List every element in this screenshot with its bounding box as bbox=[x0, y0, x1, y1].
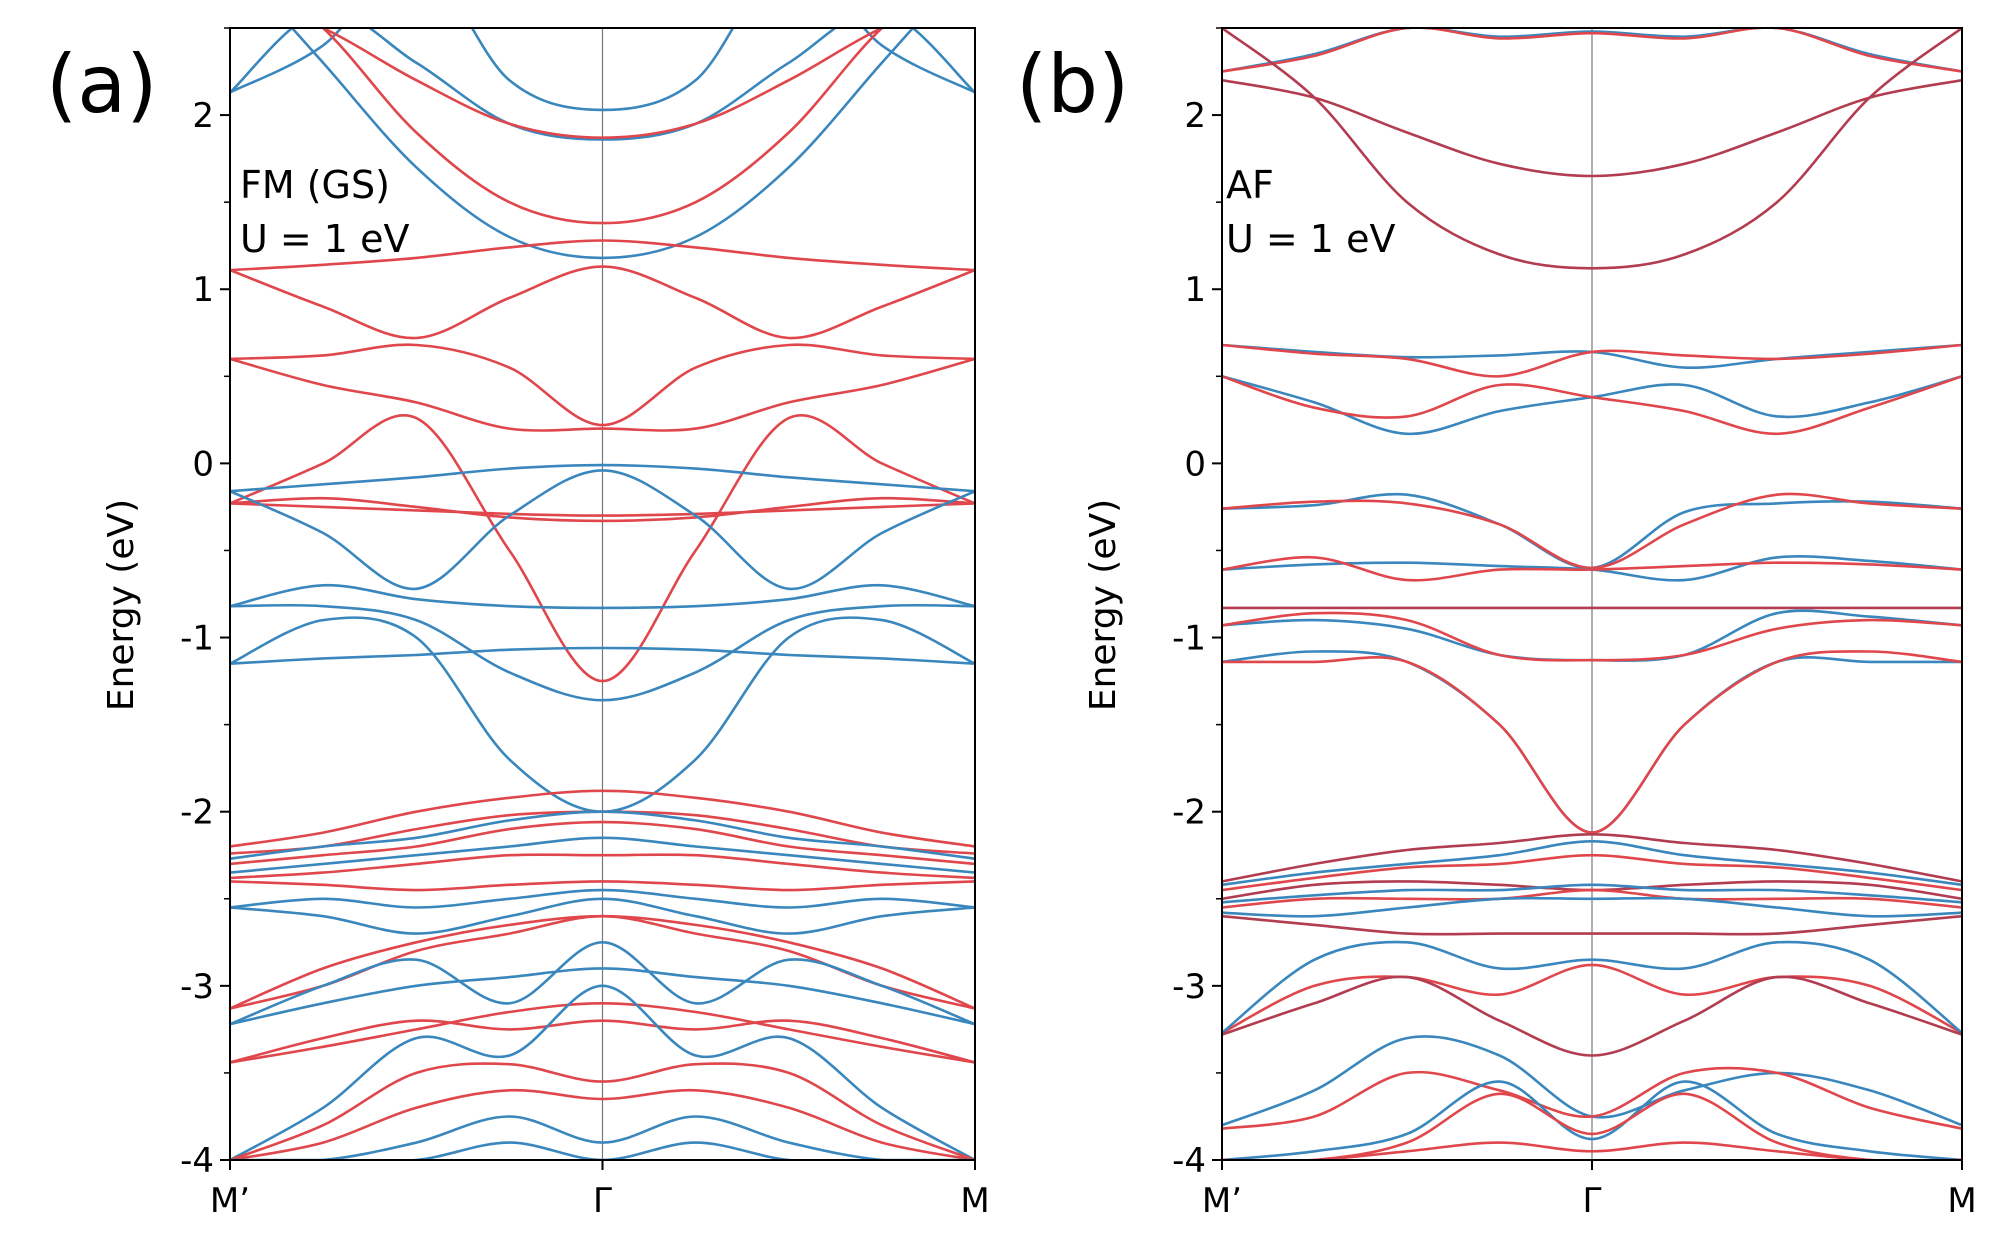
band-a-9 bbox=[230, 414, 975, 683]
x-tick-label-b: Γ bbox=[1583, 1181, 1602, 1221]
band-b-27 bbox=[1222, 975, 1962, 1057]
band-b-16 bbox=[1222, 650, 1962, 834]
band-a-35 bbox=[230, 1088, 975, 1160]
y-tick-label-b: 2 bbox=[1184, 96, 1206, 136]
band-a-1 bbox=[230, 28, 975, 141]
band-a-11 bbox=[230, 496, 975, 523]
band-a-34 bbox=[230, 1062, 975, 1160]
band-b-25 bbox=[1222, 963, 1962, 1035]
band-a-13 bbox=[230, 469, 975, 591]
x-tick-label-b: M bbox=[1947, 1181, 1976, 1221]
band-a-15 bbox=[230, 603, 975, 702]
panel-b-annotation-line1: AF bbox=[1226, 163, 1274, 207]
band-b-1 bbox=[1222, 28, 1962, 73]
band-b-30 bbox=[1222, 1080, 1962, 1160]
panel-a-annotation-line1: FM (GS) bbox=[240, 163, 390, 207]
band-a-33 bbox=[230, 984, 975, 1160]
y-tick-label-b: 0 bbox=[1184, 444, 1206, 484]
band-b-11 bbox=[1222, 555, 1962, 582]
band-b-5 bbox=[1222, 343, 1962, 378]
band-a-30 bbox=[230, 967, 975, 1026]
y-tick-label-a: 0 bbox=[192, 444, 214, 484]
panel-b: (b) Energy (eV) 2 1 0 -1 -2 -3 -4M’ Γ M AF U = 1… bbox=[1016, 27, 1977, 1221]
panel-b-label: (b) bbox=[1016, 38, 1129, 131]
band-a-0 bbox=[230, 28, 975, 112]
x-tick-label-a: Γ bbox=[593, 1181, 612, 1221]
y-tick-label-a: 2 bbox=[192, 96, 214, 136]
panel-b-annotation-line2: U = 1 eV bbox=[1226, 217, 1395, 261]
band-b-17 bbox=[1222, 833, 1962, 883]
y-tick-label-a: -3 bbox=[180, 967, 214, 1007]
band-b-22 bbox=[1222, 888, 1962, 909]
band-b-29 bbox=[1222, 1066, 1962, 1130]
x-tick-label-a: M’ bbox=[210, 1181, 250, 1221]
band-a-8 bbox=[230, 357, 975, 432]
band-b-26 bbox=[1222, 940, 1962, 1034]
y-tick-label-a: 1 bbox=[192, 270, 214, 310]
band-a-10 bbox=[230, 502, 975, 517]
band-b-18 bbox=[1222, 840, 1962, 887]
band-a-26 bbox=[230, 897, 975, 935]
band-a-12 bbox=[230, 463, 975, 493]
band-a-22 bbox=[230, 836, 975, 874]
panel-b-plot: 2 1 0 -1 -2 -3 -4M’ Γ M bbox=[1172, 27, 1977, 1221]
band-a-16 bbox=[230, 646, 975, 665]
band-b-2 bbox=[1222, 78, 1962, 178]
y-tick-label-b: -4 bbox=[1172, 1141, 1206, 1181]
panel-b-ylabel: Energy (eV) bbox=[1083, 499, 1124, 711]
band-a-5 bbox=[230, 239, 975, 272]
band-a-25 bbox=[230, 888, 975, 909]
y-tick-label-b: -1 bbox=[1172, 619, 1206, 659]
band-b-21 bbox=[1222, 883, 1962, 904]
y-tick-label-a: -2 bbox=[180, 793, 214, 833]
band-a-20 bbox=[230, 810, 975, 860]
band-b-24 bbox=[1222, 914, 1962, 936]
band-a-24 bbox=[230, 880, 975, 892]
band-b-14 bbox=[1222, 611, 1962, 662]
band-a-36 bbox=[230, 1115, 975, 1160]
band-a-2 bbox=[290, 28, 915, 260]
y-tick-label-b: -3 bbox=[1172, 967, 1206, 1007]
y-tick-label-b: 1 bbox=[1184, 270, 1206, 310]
band-a-4 bbox=[321, 28, 884, 225]
band-b-19 bbox=[1222, 853, 1962, 892]
band-b-9 bbox=[1222, 492, 1962, 570]
panel-a: (a) Energy (eV) 210-1-2-3-4M’ Γ M FM (GS) … bbox=[46, 27, 990, 1221]
band-a-32 bbox=[230, 1019, 975, 1064]
panel-a-annotation-line2: U = 1 eV bbox=[240, 217, 409, 261]
band-a-29 bbox=[230, 941, 975, 1026]
x-tick-label-a: M bbox=[960, 1181, 989, 1221]
y-tick-label-a: -1 bbox=[180, 619, 214, 659]
band-a-18 bbox=[230, 789, 975, 848]
band-b-7 bbox=[1222, 375, 1962, 436]
x-tick-label-b: M’ bbox=[1202, 1181, 1242, 1221]
band-a-3 bbox=[319, 28, 886, 139]
panel-a-ylabel: Energy (eV) bbox=[101, 499, 142, 711]
band-a-14 bbox=[230, 583, 975, 610]
band-a-21 bbox=[230, 820, 975, 866]
band-b-23 bbox=[1222, 896, 1962, 918]
y-tick-label-a: -4 bbox=[180, 1141, 214, 1181]
band-a-23 bbox=[230, 853, 975, 880]
band-a-7 bbox=[230, 343, 975, 427]
y-tick-label-b: -2 bbox=[1172, 793, 1206, 833]
band-a-31 bbox=[230, 1002, 975, 1064]
panel-a-label: (a) bbox=[46, 38, 157, 131]
band-a-6 bbox=[230, 265, 975, 340]
panel-a-plot: 2 1 0 -1 -2 -3 -4M’ Γ M bbox=[180, 27, 990, 1221]
band-b-32 bbox=[1222, 1141, 1962, 1160]
band-b-3 bbox=[1222, 28, 1962, 270]
